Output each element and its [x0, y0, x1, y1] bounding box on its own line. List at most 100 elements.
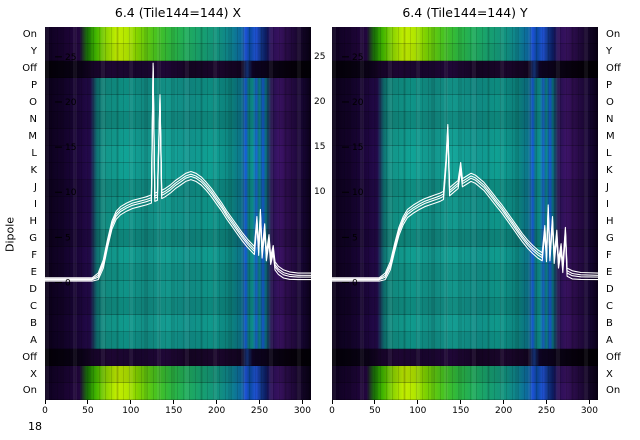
heatmap-row-off [332, 60, 598, 78]
dipole-label-p: P [30, 80, 37, 92]
dipole-label-on: On [22, 29, 37, 41]
dipole-axis-right: On Y Off P O N M L K J I H G F E D C B A Off X On [602, 27, 640, 400]
y-tick-label: 5 [352, 233, 358, 243]
heatmap-row-c [332, 298, 598, 316]
heatmap-row-d [332, 281, 598, 299]
dipole-label-d: D [29, 283, 37, 295]
heatmap-row-h [332, 213, 598, 231]
heatmap-row-d [45, 281, 311, 299]
dipole-label-m: M [28, 131, 37, 143]
dipole-label-p: P [606, 80, 613, 92]
heatmap-row-j [45, 179, 311, 197]
heatmap-row-on [332, 27, 598, 44]
dipole-label-e: E [30, 266, 37, 278]
y-tick-label: 25 [352, 53, 363, 63]
heatmap-row-a [332, 332, 598, 350]
dipole-label-x: X [30, 368, 37, 380]
y-tick-label: 0 [65, 279, 71, 289]
heatmap-row-i [45, 196, 311, 214]
x-tick-mark [460, 400, 462, 404]
panel-y-xaxis: 0 50 100 150 200 250 300 [329, 400, 598, 428]
x-tick-mark [503, 400, 505, 404]
heatmap-row-f [45, 247, 311, 265]
y-tick-label: 15 [65, 143, 76, 153]
white-trace [45, 67, 311, 281]
panel-y-title: 6.4 (Tile144=144) Y [402, 5, 528, 20]
heatmap-row-y [45, 43, 311, 61]
heatmap-row-k [45, 162, 311, 180]
panel-y-plot: 0 5 10 15 20 25 [332, 27, 598, 400]
dipole-label-x: X [606, 368, 613, 380]
dipole-label-o: O [606, 97, 614, 109]
heatmap-row-off [332, 349, 598, 367]
y-tick-label: 20 [65, 98, 77, 108]
dipole-label-c: C [30, 300, 37, 312]
x-tick-label: 150 [452, 406, 470, 416]
y-tick-label: 25 [65, 53, 76, 63]
right-axis-tick-label: 25 [314, 51, 326, 62]
heatmap-row-e [332, 264, 598, 282]
dipole-label-a: A [30, 334, 37, 346]
x-tick-label: 50 [82, 406, 94, 416]
x-tick-label: 100 [122, 406, 140, 416]
heatmap-row-x [45, 366, 311, 384]
dipole-label-j: J [606, 182, 609, 194]
dipole-label-y: Y [606, 46, 613, 58]
y-tick-label: 10 [65, 188, 77, 198]
heatmap-row-l [332, 145, 598, 163]
dipole-label-k: K [606, 165, 613, 177]
heatmap-row-p [332, 77, 598, 95]
dipole-label-n: N [29, 114, 37, 126]
dipole-label-j: J [34, 182, 37, 194]
heatmap-row-e [45, 264, 311, 282]
dipole-label-f: F [31, 249, 37, 261]
x-tick-label: 100 [409, 406, 427, 416]
x-tick-mark [44, 400, 46, 404]
heatmap-row-n [332, 111, 598, 129]
heatmap-row-on [45, 383, 311, 400]
x-tick-mark [87, 400, 89, 404]
x-tick-label: 150 [165, 406, 183, 416]
x-tick-label: 250 [250, 406, 269, 416]
heatmap-row-p [45, 77, 311, 95]
dipole-label-on: On [22, 385, 37, 397]
y-tick-label: 0 [352, 279, 358, 289]
dipole-label-y: Y [30, 46, 37, 58]
dipole-label-g: G [606, 232, 614, 244]
heatmap-row-m [332, 128, 598, 146]
x-tick-mark [331, 400, 333, 404]
x-tick-label: 200 [495, 406, 513, 416]
dipole-label-off: Off [606, 351, 621, 363]
dipole-label-off: Off [22, 351, 37, 363]
dipole-label-e: E [606, 266, 613, 278]
x-tick-mark [546, 400, 548, 404]
white-trace [45, 65, 311, 280]
heatmap-row-on [332, 383, 598, 400]
x-tick-label: 0 [329, 406, 335, 416]
dipole-label-d: D [606, 283, 614, 295]
x-tick-mark [259, 400, 261, 404]
heatmap-row-o [45, 94, 311, 112]
heatmap-row-off [45, 60, 311, 78]
panel-x-title: 6.4 (Tile144=144) X [114, 5, 242, 20]
dipole-label-b: B [30, 317, 37, 329]
dipole-label-b: B [606, 317, 613, 329]
heatmap-row-n [45, 111, 311, 129]
dipole-label-m: M [606, 131, 615, 143]
heatmap-row-l [45, 145, 311, 163]
x-tick-mark [301, 400, 303, 404]
white-trace [45, 62, 311, 279]
dipole-label-a: A [606, 334, 613, 346]
heatmap-row-k [332, 162, 598, 180]
dipole-label-off: Off [22, 63, 37, 75]
dipole-label-o: O [29, 97, 37, 109]
dipole-label-c: C [606, 300, 613, 312]
x-tick-label: 0 [42, 406, 48, 416]
left-panel-right-axis: 25 20 15 10 [313, 27, 332, 400]
panel-y: 6.4 (Tile144=144) Y 0 5 10 15 20 25 0 50 100 150… [329, 0, 598, 440]
x-tick-mark [588, 400, 590, 404]
right-axis-tick-label: 20 [314, 96, 326, 107]
dipole-label-k: K [30, 165, 37, 177]
heatmap-row-on [45, 27, 311, 44]
heatmap-row-a [45, 332, 311, 350]
